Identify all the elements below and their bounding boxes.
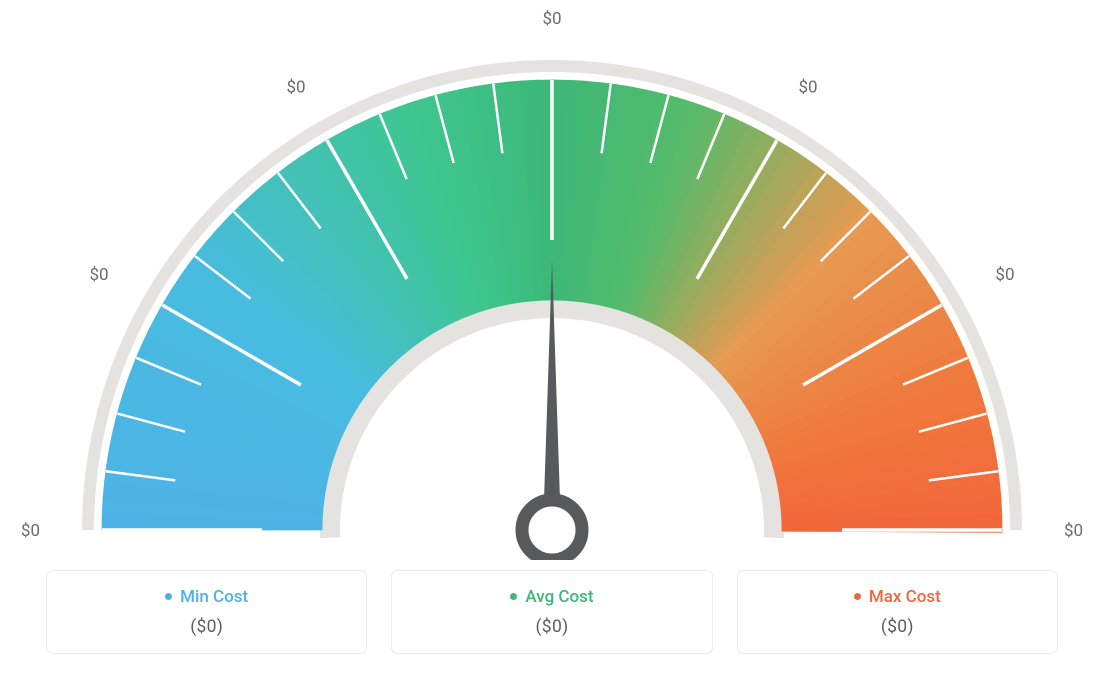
svg-text:$0: $0	[995, 265, 1014, 285]
svg-text:$0: $0	[89, 265, 108, 285]
gauge-chart: $0 $0 $0 $0 $0 $0 $0	[0, 0, 1104, 560]
legend-row: Min Cost ($0) Avg Cost ($0) Max Cost ($0…	[0, 570, 1104, 654]
legend-dot-max	[854, 593, 861, 600]
legend-title-min: Min Cost	[165, 587, 248, 607]
legend-label-max: Max Cost	[869, 587, 941, 607]
legend-title-avg: Avg Cost	[510, 587, 593, 607]
svg-text:$0: $0	[1064, 521, 1083, 541]
svg-text:$0: $0	[286, 78, 305, 98]
legend-label-avg: Avg Cost	[525, 587, 593, 607]
legend-value-max: ($0)	[738, 617, 1057, 637]
legend-card-min: Min Cost ($0)	[46, 570, 367, 654]
legend-card-max: Max Cost ($0)	[737, 570, 1058, 654]
legend-title-max: Max Cost	[854, 587, 941, 607]
legend-dot-avg	[510, 593, 517, 600]
legend-card-avg: Avg Cost ($0)	[391, 570, 712, 654]
legend-dot-min	[165, 593, 172, 600]
gauge-svg: $0 $0 $0 $0 $0 $0 $0	[0, 0, 1104, 560]
legend-value-avg: ($0)	[392, 617, 711, 637]
svg-text:$0: $0	[798, 78, 817, 98]
svg-text:$0: $0	[21, 521, 40, 541]
svg-text:$0: $0	[542, 9, 561, 29]
legend-label-min: Min Cost	[180, 587, 248, 607]
legend-value-min: ($0)	[47, 617, 366, 637]
